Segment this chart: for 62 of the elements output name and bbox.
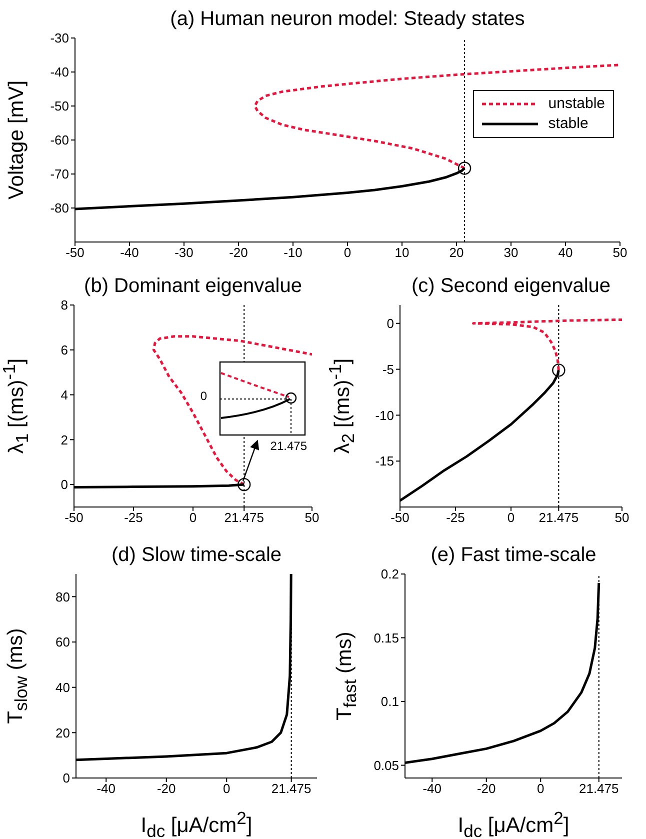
x-tick-label: -10 bbox=[284, 245, 302, 260]
x-tick-label: -30 bbox=[174, 245, 194, 260]
x-tick-label: -25 bbox=[124, 510, 143, 526]
y-tick-label: -80 bbox=[50, 200, 69, 216]
y-tick-label: 0.2 bbox=[380, 566, 399, 582]
x-tick-label: -40 bbox=[120, 245, 139, 260]
y-tick-label: 20 bbox=[56, 725, 70, 740]
y-tick-label: 0.15 bbox=[374, 630, 399, 646]
y-tick-label: 0 bbox=[62, 770, 70, 786]
x-tick-label: 10 bbox=[394, 245, 410, 260]
x-tick-label: -20 bbox=[229, 245, 248, 260]
x-tick-label: 20 bbox=[449, 245, 464, 260]
x-tick-label: -20 bbox=[476, 781, 496, 796]
x-tick-label: 50 bbox=[304, 510, 320, 526]
x-tick-label: 0 bbox=[537, 781, 544, 796]
x-tick-label: 40 bbox=[558, 245, 573, 260]
y-tick-label: -40 bbox=[50, 64, 69, 80]
y-tick-label: -10 bbox=[375, 408, 394, 423]
y-tick-label: 2 bbox=[60, 432, 68, 448]
legend-label: stable bbox=[548, 114, 588, 134]
x-tick-label: 0 bbox=[507, 510, 515, 526]
x-tick-label: 21.475 bbox=[224, 510, 264, 526]
y-tick-label: 0 bbox=[60, 477, 68, 492]
x-tick-label: 50 bbox=[614, 510, 630, 526]
legend-label: unstable bbox=[548, 94, 605, 114]
y-tick-label: 60 bbox=[56, 634, 70, 650]
y-tick-label: 8 bbox=[60, 298, 68, 313]
y-tick-label: -60 bbox=[50, 132, 69, 148]
y-tick-label: 0.05 bbox=[374, 758, 399, 773]
x-tick-label: 0 bbox=[344, 245, 352, 260]
x-tick-label: 50 bbox=[612, 245, 628, 260]
y-tick-label: -15 bbox=[375, 454, 394, 469]
annotation: 21.475 bbox=[270, 439, 307, 453]
x-tick-label: 21.475 bbox=[538, 510, 579, 526]
x-tick-label: -20 bbox=[156, 781, 176, 796]
annotation: 0 bbox=[200, 389, 207, 403]
y-tick-label: 40 bbox=[56, 680, 70, 695]
y-tick-label: 80 bbox=[56, 589, 70, 604]
y-tick-label: -50 bbox=[50, 98, 69, 114]
x-tick-label: -25 bbox=[446, 510, 465, 526]
x-tick-label: -40 bbox=[96, 781, 116, 796]
chart-title: (d) Slow time-scale bbox=[111, 544, 282, 567]
chart-title: (c) Second eigenvalue bbox=[411, 275, 611, 298]
x-tick-label: 0 bbox=[223, 781, 230, 796]
x-tick-label: 30 bbox=[504, 245, 518, 260]
x-tick-label: -40 bbox=[422, 781, 442, 796]
x-tick-label: 21.475 bbox=[578, 781, 619, 796]
y-tick-label: -70 bbox=[50, 166, 69, 182]
x-axis-title: I$_{dc}$ [μA/cm$^{2}$] bbox=[458, 808, 570, 839]
y-axis-title: Voltage [mV] bbox=[5, 80, 29, 200]
y-tick-label: -30 bbox=[50, 30, 69, 46]
chart-title: (e) Fast time-scale bbox=[430, 544, 596, 567]
y-tick-label: 4 bbox=[60, 387, 68, 402]
y-tick-label: 6 bbox=[60, 342, 68, 358]
y-tick-label: -5 bbox=[382, 362, 394, 377]
y-tick-label: 0.1 bbox=[380, 694, 399, 710]
x-tick-label: 0 bbox=[189, 510, 197, 526]
x-tick-label: 21.475 bbox=[271, 781, 312, 796]
y-tick-label: 0 bbox=[386, 316, 394, 331]
chart-title: (b) Dominant eigenvalue bbox=[84, 275, 302, 298]
x-axis-title: I$_{dc}$ [μA/cm$^{2}$] bbox=[140, 808, 252, 839]
chart-title: (a) Human neuron model: Steady states bbox=[170, 8, 525, 31]
